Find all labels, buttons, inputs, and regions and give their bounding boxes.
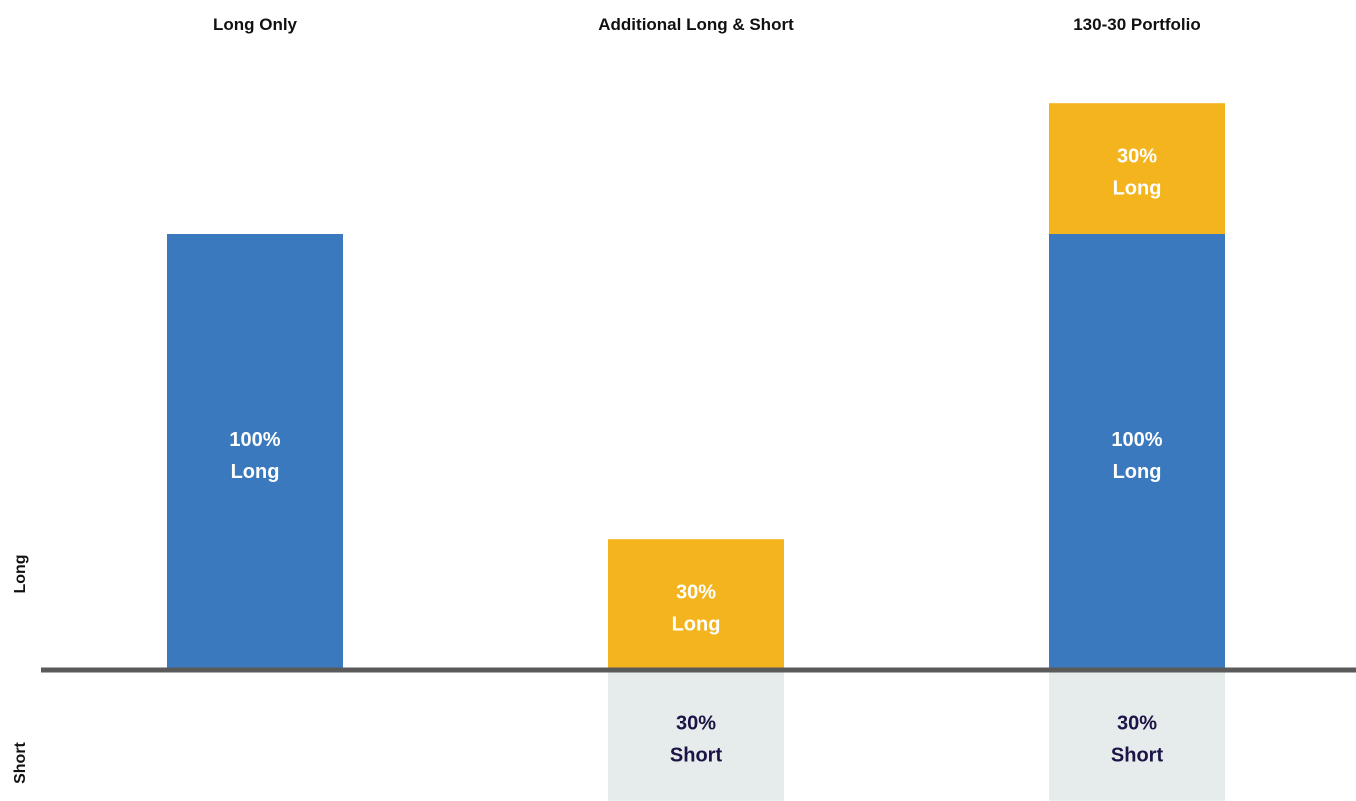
bar-130-30-portfolio-long-4 [1049, 103, 1225, 234]
bar-130-30-portfolio-long-3-type-label: Long [1113, 461, 1162, 483]
bar-additional-long-short-short-2 [608, 670, 784, 801]
bar-additional-long-short-long-1 [608, 539, 784, 670]
bar-long-only-long-0-type-label: Long [231, 461, 280, 483]
category-label-long-only: Long Only [213, 15, 298, 34]
bar-130-30-portfolio-long-3-value-label: 100% [1111, 429, 1162, 451]
bar-additional-long-short-long-1-value-label: 30% [676, 582, 716, 604]
bar-130-30-portfolio-short-5-type-label: Short [1111, 744, 1164, 766]
bar-long-only-long-0 [167, 234, 343, 670]
category-label-130-30-portfolio: 130-30 Portfolio [1073, 15, 1201, 34]
bar-additional-long-short-short-2-type-label: Short [670, 744, 723, 766]
y-axis-label-short: Short [12, 741, 29, 783]
bar-130-30-portfolio-short-5 [1049, 670, 1225, 801]
bar-130-30-portfolio-long-3 [1049, 234, 1225, 670]
bar-additional-long-short-short-2-value-label: 30% [676, 712, 716, 734]
bar-130-30-portfolio-long-4-value-label: 30% [1117, 146, 1157, 168]
y-axis-label-long: Long [12, 554, 29, 593]
bar-long-only-long-0-value-label: 100% [229, 429, 280, 451]
bar-130-30-portfolio-long-4-type-label: Long [1113, 178, 1162, 200]
bar-130-30-portfolio-short-5-value-label: 30% [1117, 712, 1157, 734]
category-label-additional-long-short: Additional Long & Short [598, 15, 794, 34]
bar-additional-long-short-long-1-type-label: Long [672, 614, 721, 636]
